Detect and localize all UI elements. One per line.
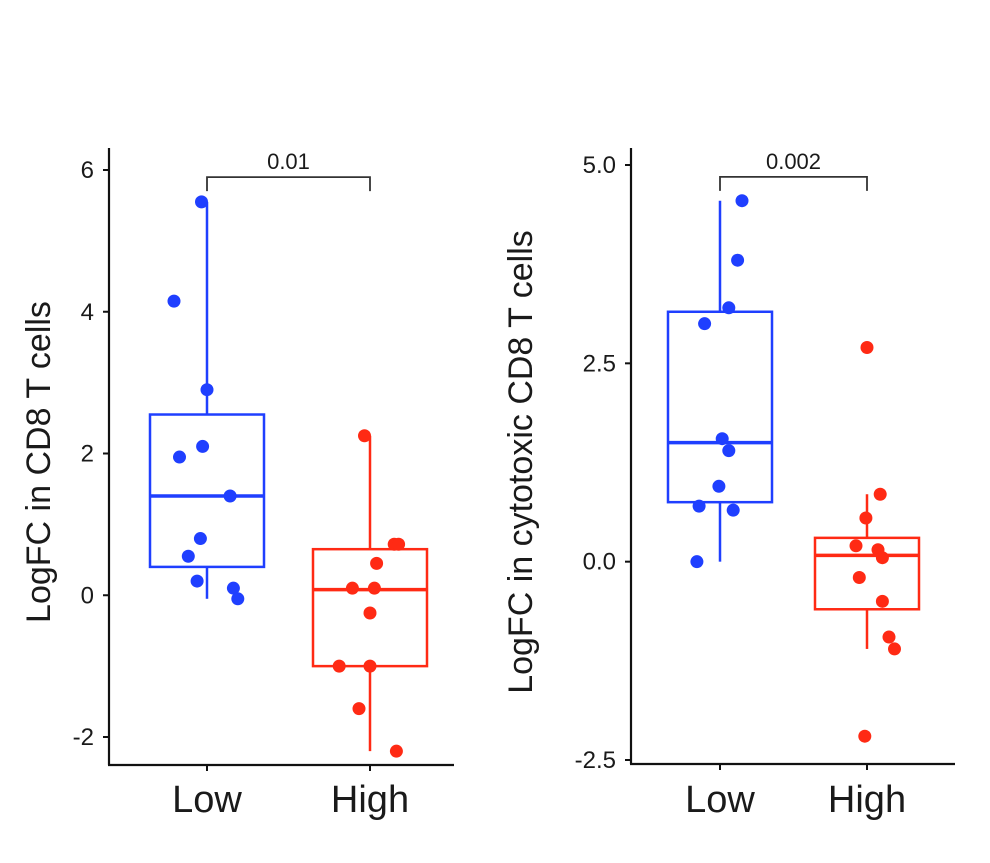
x-tick-label-low: Low [685, 779, 755, 821]
data-point-low [731, 253, 745, 267]
data-point-high [345, 581, 359, 595]
data-point-high [358, 429, 371, 443]
p-value-label: 0.01 [267, 149, 310, 174]
y-tick-label: 2.5 [583, 350, 616, 377]
data-point-low [231, 592, 245, 606]
y-tick-label: 4 [81, 299, 94, 326]
data-point-low [196, 439, 210, 453]
y-tick-label: -2.5 [575, 747, 616, 774]
data-point-low [173, 450, 186, 464]
x-axis-ticks: Low High [172, 765, 409, 821]
data-point-high [859, 511, 873, 525]
y-axis-ticks: -2.5 0.0 2.5 5.0 [575, 152, 631, 774]
y-axis-label: LogFC in cytotoxic CD8 T cells [502, 230, 540, 694]
data-point-high [332, 659, 346, 673]
y-axis-label: LogFC in CD8 T cells [20, 301, 58, 623]
panel-cytotoxic-cd8: LogFC in cytotoxic CD8 T cells -2.5 0.0 2.… [502, 148, 955, 821]
data-point-low [195, 195, 208, 209]
p-value-label: 0.002 [766, 149, 821, 174]
data-point-high [849, 539, 863, 553]
data-point-low [193, 532, 207, 546]
data-point-low [692, 499, 706, 513]
data-point-high [389, 744, 403, 758]
y-tick-label: 6 [81, 157, 94, 184]
x-tick-label-low: Low [172, 779, 242, 821]
data-point-high [882, 630, 896, 644]
data-point-low [712, 479, 726, 493]
x-tick-label-high: High [331, 779, 409, 821]
data-point-high [370, 556, 384, 570]
y-tick-label: -2 [73, 724, 94, 751]
data-point-low [200, 383, 214, 397]
data-point-low [698, 317, 712, 331]
panel-cd8: LogFC in CD8 T cells -2 0 2 4 6 0.01 Low High [20, 148, 454, 821]
data-point-low [722, 444, 736, 458]
data-point-high [367, 581, 381, 595]
data-point-low [181, 549, 195, 563]
box-high [311, 435, 429, 752]
boxes [666, 200, 921, 649]
data-point-low [226, 581, 240, 595]
box-low [666, 200, 774, 562]
data-point-low [223, 489, 237, 503]
x-tick-label-high: High [828, 779, 906, 821]
data-point-high [873, 487, 887, 501]
data-point-high [860, 340, 874, 354]
data-point-high [888, 642, 901, 656]
bracket-line [719, 175, 868, 191]
data-point-low [190, 574, 204, 588]
data-point-high [875, 594, 889, 608]
x-axis-ticks: Low High [685, 764, 906, 821]
boxes [148, 201, 429, 752]
data-point-low [167, 294, 181, 308]
data-point-low [690, 555, 704, 569]
bracket-line [206, 176, 371, 192]
data-point-high [363, 606, 377, 620]
data-point-low [735, 194, 749, 208]
significance-bracket: 0.002 [719, 149, 868, 191]
data-point-high [392, 537, 406, 551]
box-low [148, 201, 266, 599]
data-point-high [858, 729, 872, 743]
box-iqr [148, 413, 266, 569]
points [690, 194, 901, 743]
data-point-low [722, 301, 736, 315]
data-point-high [363, 659, 377, 673]
y-tick-label: 0 [81, 582, 94, 609]
y-tick-label: 5.0 [583, 152, 616, 179]
significance-bracket: 0.01 [206, 149, 371, 192]
points [167, 195, 406, 758]
box-iqr [813, 536, 921, 611]
data-point-low [715, 432, 729, 446]
data-point-high [875, 551, 889, 565]
data-point-low [726, 503, 740, 517]
box-iqr [666, 310, 774, 504]
y-tick-label: 0.0 [583, 549, 616, 576]
y-axis-ticks: -2 0 2 4 6 [73, 157, 109, 751]
data-point-high [352, 702, 366, 716]
data-point-high [852, 571, 866, 585]
y-tick-label: 2 [81, 441, 94, 468]
